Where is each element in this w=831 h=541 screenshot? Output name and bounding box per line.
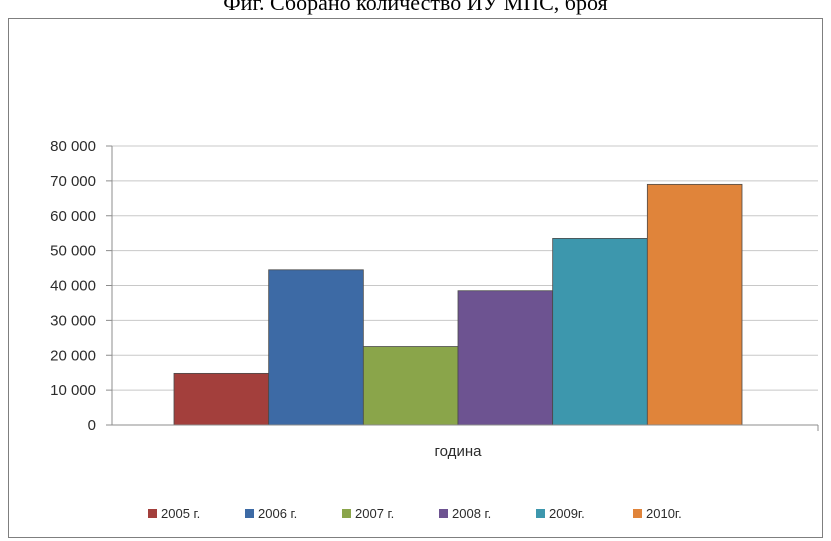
legend: 2005 г. 2006 г. 2007 г. 2008 г. 2009г. 2010г. — [148, 506, 682, 521]
bar-2010 — [646, 183, 743, 426]
y-axis-ticks: 0 10 000 20 000 30 000 40 000 50 000 60 000 70 … — [50, 138, 96, 434]
bar-2006 — [268, 269, 364, 426]
bar-2008 — [457, 290, 554, 426]
bar-2009 — [552, 238, 648, 426]
bar-2005 — [173, 372, 270, 426]
bar-2007 — [362, 346, 459, 426]
figure-caption: Фиг. Сборано количество ИУ МПС, броя — [223, 0, 608, 15]
y-tick-label: 50 000 — [50, 243, 96, 260]
legend-swatch — [245, 509, 254, 518]
legend-swatch — [342, 509, 351, 518]
legend-swatch — [536, 509, 545, 518]
legend-swatch — [439, 509, 448, 518]
y-tick-label: 10 000 — [50, 382, 96, 399]
legend-label: 2007 г. — [355, 506, 394, 521]
bars — [173, 183, 743, 426]
legend-label: 2006 г. — [258, 506, 297, 521]
y-tick-label: 40 000 — [50, 278, 96, 295]
y-tick-label: 20 000 — [50, 347, 96, 364]
legend-swatch — [633, 509, 642, 518]
y-tick-label: 70 000 — [50, 173, 96, 190]
legend-swatch — [148, 509, 157, 518]
x-axis-category-label: година — [435, 443, 483, 460]
y-tick-label: 80 000 — [50, 138, 96, 155]
legend-label: 2005 г. — [161, 506, 200, 521]
legend-label: 2008 г. — [452, 506, 491, 521]
legend-label: 2009г. — [549, 506, 585, 521]
y-tick-label: 60 000 — [50, 208, 96, 225]
y-tick-label: 30 000 — [50, 312, 96, 329]
y-tick-label: 0 — [88, 417, 96, 434]
legend-label: 2010г. — [646, 506, 682, 521]
